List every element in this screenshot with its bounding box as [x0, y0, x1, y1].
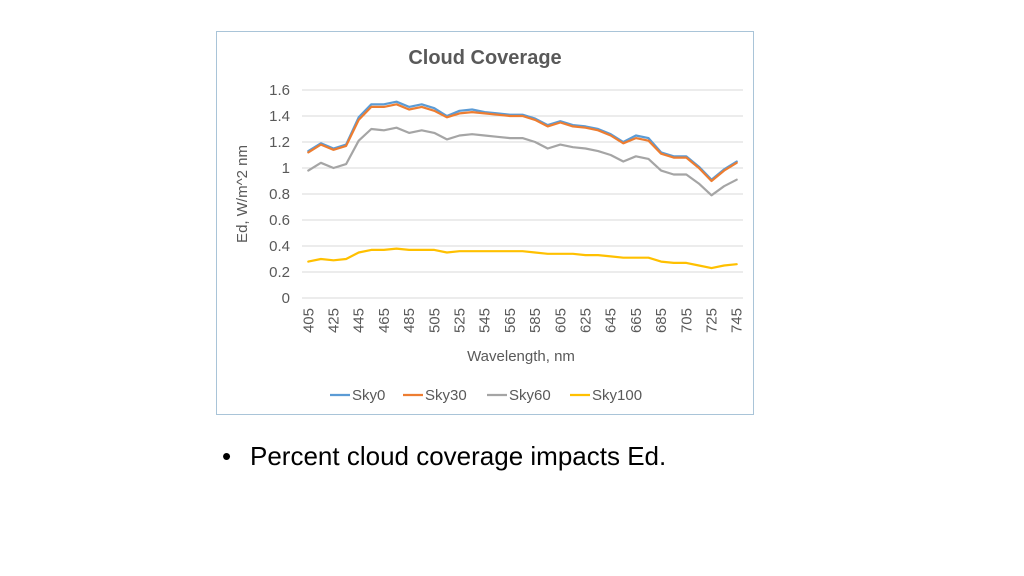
legend-label: Sky30	[425, 387, 467, 404]
x-tick-label: 445	[351, 308, 368, 333]
series-line-sky30	[307, 103, 738, 183]
legend: Sky0 Sky30 Sky60 Sky100	[330, 387, 642, 404]
y-tick-label: 0	[282, 290, 290, 307]
y-tick-label: 1.6	[269, 82, 290, 99]
y-axis-title: Ed, W/m^2 nm	[234, 145, 251, 243]
x-tick-label: 405	[300, 308, 317, 333]
series-line-sky0	[307, 100, 738, 181]
chart-container: Cloud Coverage 0 0.2 0.4 0.6 0.8 1 1.2 1.4 1.6 4…	[216, 31, 754, 415]
y-tick-label: 0.4	[269, 238, 290, 255]
x-tick-label: 605	[552, 308, 569, 333]
legend-label: Sky0	[352, 387, 385, 404]
x-tick-label: 665	[628, 308, 645, 333]
legend-item-sky0: Sky0	[330, 387, 385, 404]
x-tick-label: 465	[376, 308, 393, 333]
x-tick-label: 505	[426, 308, 443, 333]
x-tick-label: 745	[729, 308, 746, 333]
line-chart: Cloud Coverage 0 0.2 0.4 0.6 0.8 1 1.2 1.4 1.6 4…	[234, 47, 746, 404]
legend-item-sky60: Sky60	[487, 387, 551, 404]
grid-lines	[302, 89, 743, 299]
x-tick-label: 545	[477, 308, 494, 333]
y-tick-label: 0.8	[269, 186, 290, 203]
x-tick-label: 685	[653, 308, 670, 333]
x-tick-label: 705	[678, 308, 695, 333]
legend-item-sky100: Sky100	[570, 387, 642, 404]
y-tick-label: 1.2	[269, 134, 290, 151]
x-tick-label: 485	[401, 308, 418, 333]
x-tick-label: 525	[452, 308, 469, 333]
y-tick-label: 1.4	[269, 108, 290, 125]
series-line-sky60	[307, 126, 738, 197]
x-tick-label: 565	[502, 308, 519, 333]
bullet-point: • Percent cloud coverage impacts Ed.	[222, 441, 666, 472]
x-tick-label: 645	[603, 308, 620, 333]
legend-item-sky30: Sky30	[403, 387, 467, 404]
x-tick-label: 585	[527, 308, 544, 333]
y-tick-label: 0.2	[269, 264, 290, 281]
bullet-text: Percent cloud coverage impacts Ed.	[250, 441, 667, 471]
series-lines	[307, 100, 738, 270]
series-line-sky100	[307, 247, 738, 270]
x-axis-title: Wavelength, nm	[467, 348, 575, 365]
bullet-symbol: •	[222, 441, 232, 471]
y-axis-ticks: 0 0.2 0.4 0.6 0.8 1 1.2 1.4 1.6	[269, 82, 290, 307]
legend-label: Sky60	[509, 387, 551, 404]
x-tick-label: 625	[578, 308, 595, 333]
x-tick-label: 725	[704, 308, 721, 333]
x-axis-ticks: 405 425 445 465 485 505 525 545 565 585 605 625 645 6…	[300, 308, 745, 333]
x-tick-label: 425	[326, 308, 343, 333]
y-tick-label: 0.6	[269, 212, 290, 229]
legend-label: Sky100	[592, 387, 642, 404]
y-tick-label: 1	[282, 160, 290, 177]
chart-title: Cloud Coverage	[408, 47, 561, 69]
